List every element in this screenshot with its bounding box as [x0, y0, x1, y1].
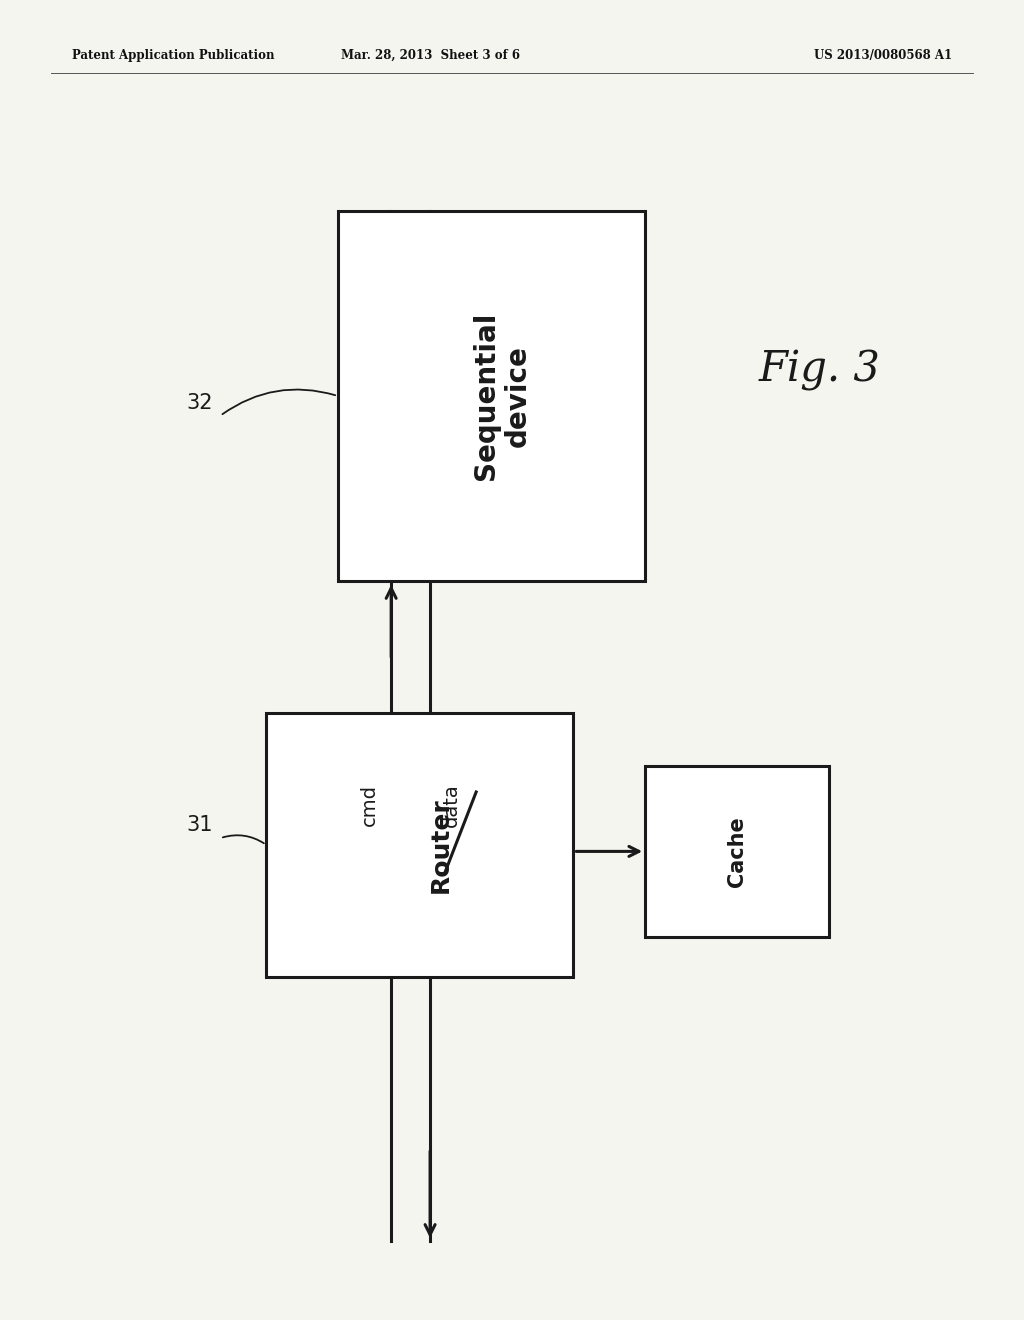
- Bar: [266, 713, 573, 977]
- Text: Cache: Cache: [727, 816, 748, 887]
- Text: 32: 32: [186, 392, 213, 413]
- Text: Fig. 3: Fig. 3: [758, 348, 881, 391]
- Text: US 2013/0080568 A1: US 2013/0080568 A1: [814, 49, 952, 62]
- Bar: [645, 766, 829, 937]
- Text: data: data: [442, 783, 462, 828]
- Text: Patent Application Publication: Patent Application Publication: [72, 49, 274, 62]
- Text: cmd: cmd: [359, 784, 379, 826]
- Text: Mar. 28, 2013  Sheet 3 of 6: Mar. 28, 2013 Sheet 3 of 6: [341, 49, 519, 62]
- Text: Router: Router: [428, 797, 453, 892]
- Text: 31: 31: [186, 814, 213, 836]
- Text: Sequential
device: Sequential device: [472, 312, 531, 480]
- Bar: [338, 211, 645, 581]
